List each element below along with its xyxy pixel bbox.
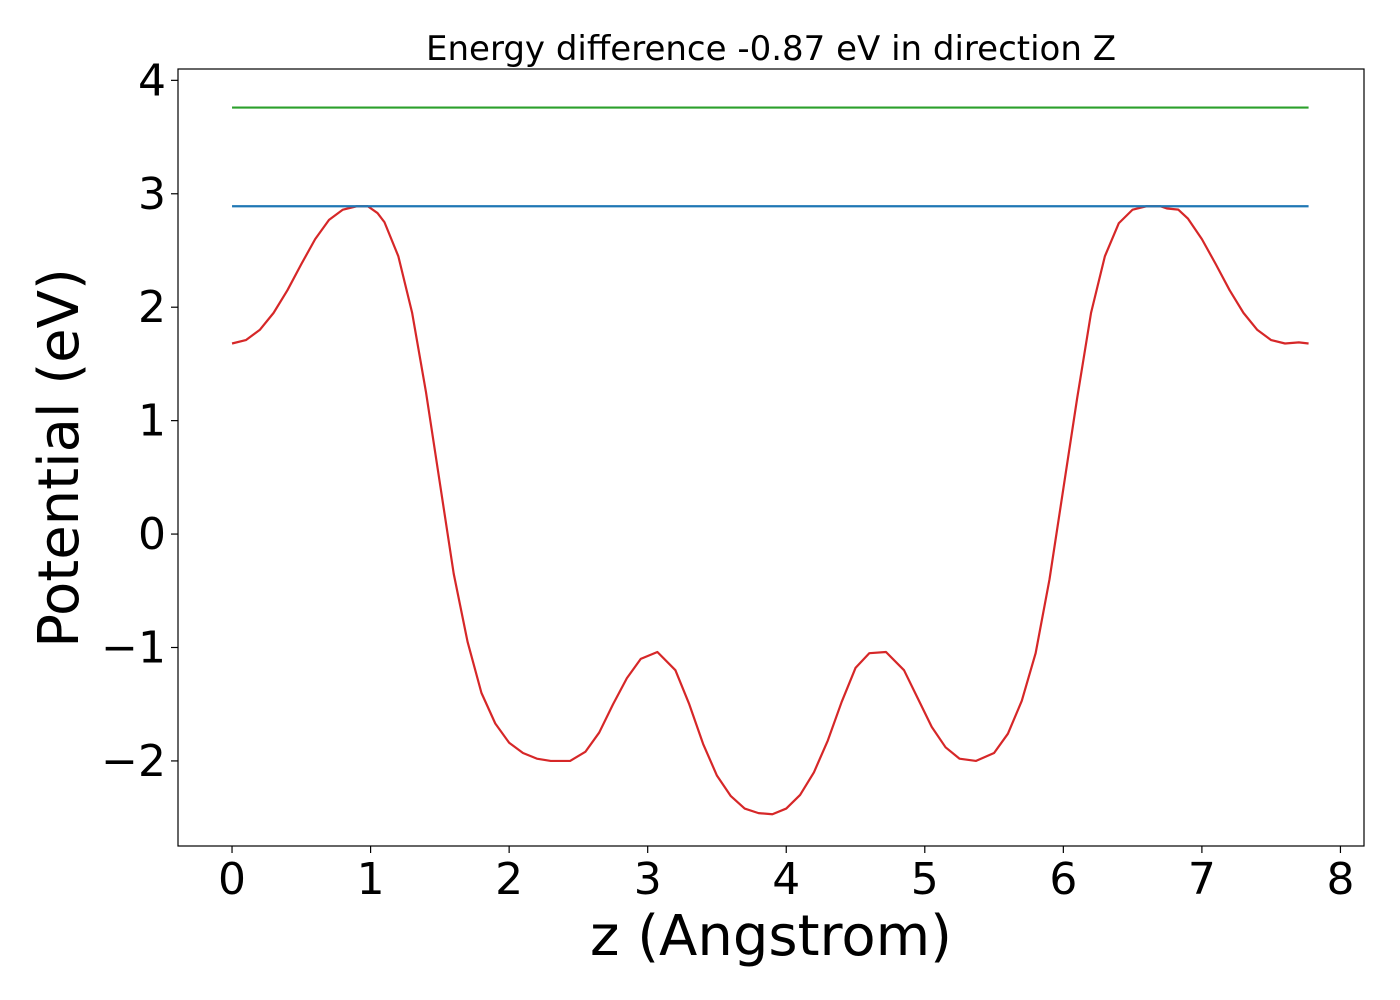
y-tick-label: 4 — [138, 55, 166, 106]
y-tick-label: 2 — [138, 282, 166, 333]
y-tick-label: −2 — [101, 736, 166, 787]
series-layer — [231, 106, 1309, 816]
plot-frame — [177, 68, 1365, 847]
y-axis-label: Potential (eV) — [27, 268, 92, 648]
x-tick-label: 6 — [1049, 854, 1077, 905]
x-tick-label: 3 — [634, 854, 662, 905]
y-axis-ticks: −2 −1 0 1 2 3 4 — [101, 55, 178, 787]
chart-title: Energy difference -0.87 eV in direction … — [426, 29, 1116, 69]
y-tick-label: 0 — [138, 509, 166, 560]
x-tick-label: 4 — [772, 854, 800, 905]
x-tick-label: 0 — [218, 854, 246, 905]
x-tick-label: 5 — [911, 854, 939, 905]
x-tick-label: 1 — [357, 854, 385, 905]
y-tick-label: −1 — [101, 622, 166, 673]
x-tick-label: 2 — [495, 854, 523, 905]
x-tick-label: 7 — [1188, 854, 1216, 905]
x-axis-ticks: 0 1 2 3 4 5 6 7 8 — [218, 846, 1354, 905]
y-tick-label: 3 — [138, 169, 166, 220]
x-axis-label: z (Angstrom) — [590, 904, 952, 969]
plot-area — [177, 68, 1365, 847]
y-tick-label: 1 — [138, 396, 166, 447]
x-tick-label: 8 — [1326, 854, 1354, 905]
series-line-0 — [231, 205, 1309, 816]
